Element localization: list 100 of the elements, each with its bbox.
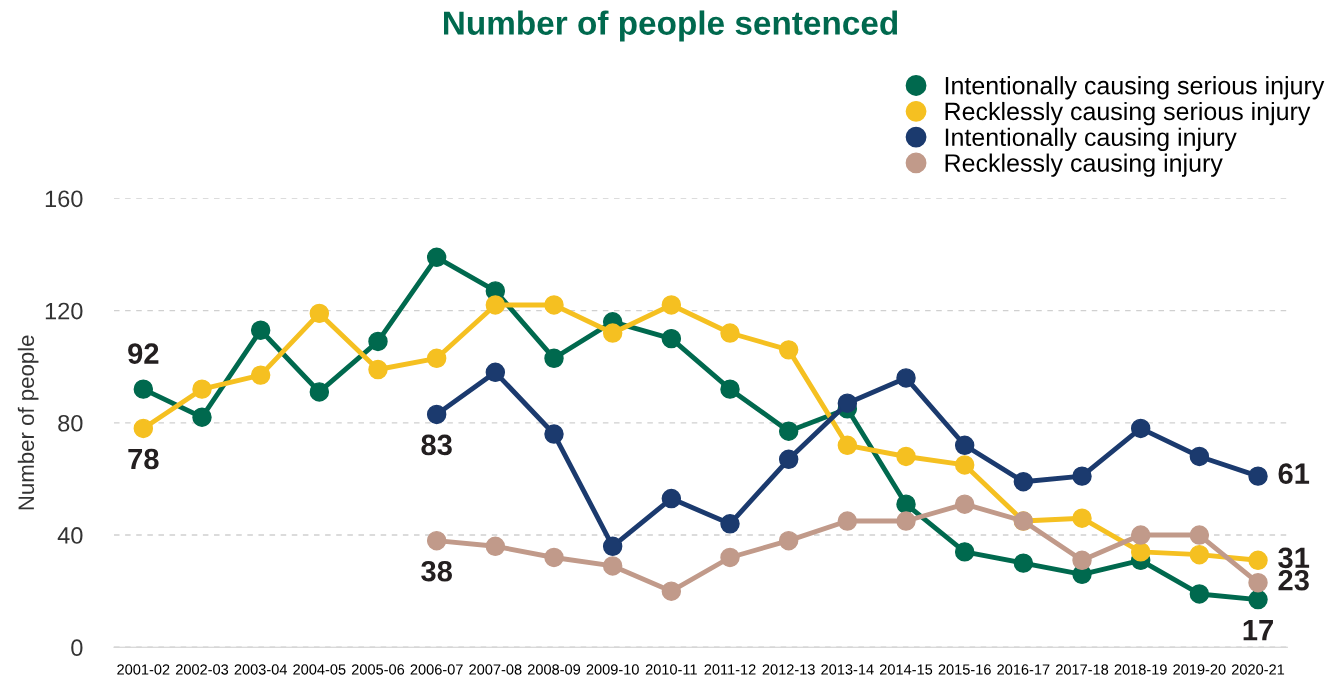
point	[954, 435, 975, 455]
point	[778, 340, 799, 360]
point	[485, 295, 506, 315]
point	[368, 359, 388, 380]
point	[485, 536, 506, 556]
point	[778, 449, 799, 470]
point	[1072, 466, 1092, 486]
data-label: 17	[1243, 620, 1273, 641]
point	[896, 494, 916, 514]
x-tick-label: 2004-05	[293, 664, 346, 675]
point	[720, 547, 740, 568]
x-tick-label: 2015-16	[938, 664, 991, 675]
point	[1013, 553, 1034, 573]
point	[368, 331, 388, 352]
point	[133, 418, 154, 439]
legend-label: Recklessly causing injury	[945, 153, 1223, 177]
point	[778, 530, 799, 551]
point	[661, 295, 682, 315]
point	[426, 530, 447, 551]
x-tick-label: 2008-09	[527, 664, 581, 675]
point	[661, 328, 682, 349]
x-tick-label: 2010-11	[645, 664, 697, 675]
point	[133, 379, 154, 399]
y-tick-label: 80	[58, 414, 83, 432]
point	[250, 320, 271, 340]
point	[1130, 418, 1151, 439]
point	[544, 424, 564, 444]
point	[954, 494, 975, 514]
point	[602, 536, 623, 556]
point	[896, 511, 916, 531]
point	[1130, 525, 1151, 545]
point	[720, 323, 740, 343]
x-tick-label: 2012-13	[762, 664, 815, 675]
x-tick-label: 2005-06	[351, 664, 405, 675]
x-tick-label: 2018-19	[1114, 664, 1167, 675]
point	[426, 404, 447, 425]
x-tick-label: 2003-04	[234, 664, 287, 675]
x-tick-label: 2019-20	[1173, 664, 1226, 675]
point	[192, 407, 212, 427]
point	[1248, 573, 1268, 593]
point	[661, 488, 682, 509]
point	[954, 542, 975, 562]
data-label: 83	[421, 434, 452, 456]
x-tick-label: 2006-07	[410, 664, 463, 675]
x-tick-label: 2007-08	[469, 664, 522, 675]
point	[954, 455, 975, 475]
legend-label: Recklessly causing serious injury	[945, 101, 1311, 126]
data-label: 38	[421, 560, 452, 582]
point	[837, 435, 858, 455]
point	[1248, 589, 1268, 610]
point	[1130, 542, 1151, 562]
point	[896, 368, 916, 388]
point	[544, 295, 564, 315]
legend-label: Intentionally causing injury	[945, 127, 1237, 152]
point	[485, 362, 506, 383]
point	[1248, 550, 1268, 571]
point	[426, 348, 447, 369]
x-tick-label: 2017-18	[1056, 664, 1109, 675]
data-label: 23	[1278, 569, 1309, 591]
point	[1189, 525, 1210, 545]
point	[250, 365, 271, 385]
point	[544, 547, 564, 568]
x-tick-label: 2020-21	[1232, 664, 1285, 675]
point	[1189, 446, 1210, 467]
x-tick-label: 2011-12	[704, 664, 756, 675]
data-label: 61	[1278, 463, 1310, 484]
point	[602, 556, 623, 576]
x-tick-label: 2014-15	[879, 664, 933, 675]
point	[778, 421, 799, 441]
legend-label: Intentionally causing serious injury	[945, 76, 1325, 100]
point	[1189, 544, 1210, 565]
y-tick-label: 160	[45, 190, 83, 208]
point	[661, 581, 682, 601]
x-tick-label: 2009-10	[586, 664, 639, 675]
point	[837, 511, 858, 531]
point	[1248, 466, 1268, 486]
point	[1072, 508, 1092, 528]
point	[896, 446, 916, 467]
point	[1013, 472, 1034, 492]
x-tick-label: 2002-03	[175, 664, 229, 675]
y-tick-label: 120	[45, 302, 83, 320]
point	[720, 379, 740, 399]
x-tick-label: 2001-02	[117, 664, 170, 675]
point	[426, 247, 447, 268]
point	[192, 379, 212, 399]
point	[602, 323, 623, 343]
point	[1072, 550, 1092, 571]
x-tick-label: 2013-14	[821, 664, 874, 675]
x-tick-label: 2016-17	[997, 664, 1050, 675]
data-label: 31	[1278, 547, 1310, 569]
point	[720, 514, 740, 534]
data-label: 78	[128, 448, 159, 470]
point	[837, 393, 858, 413]
point	[1189, 584, 1210, 604]
y-tick-label: 40	[57, 527, 83, 544]
y-tick-label: 0	[71, 639, 83, 657]
data-label: 92	[128, 343, 159, 364]
chart-title: Number of people sentenced	[444, 10, 898, 42]
point	[309, 303, 330, 324]
point	[544, 348, 564, 369]
